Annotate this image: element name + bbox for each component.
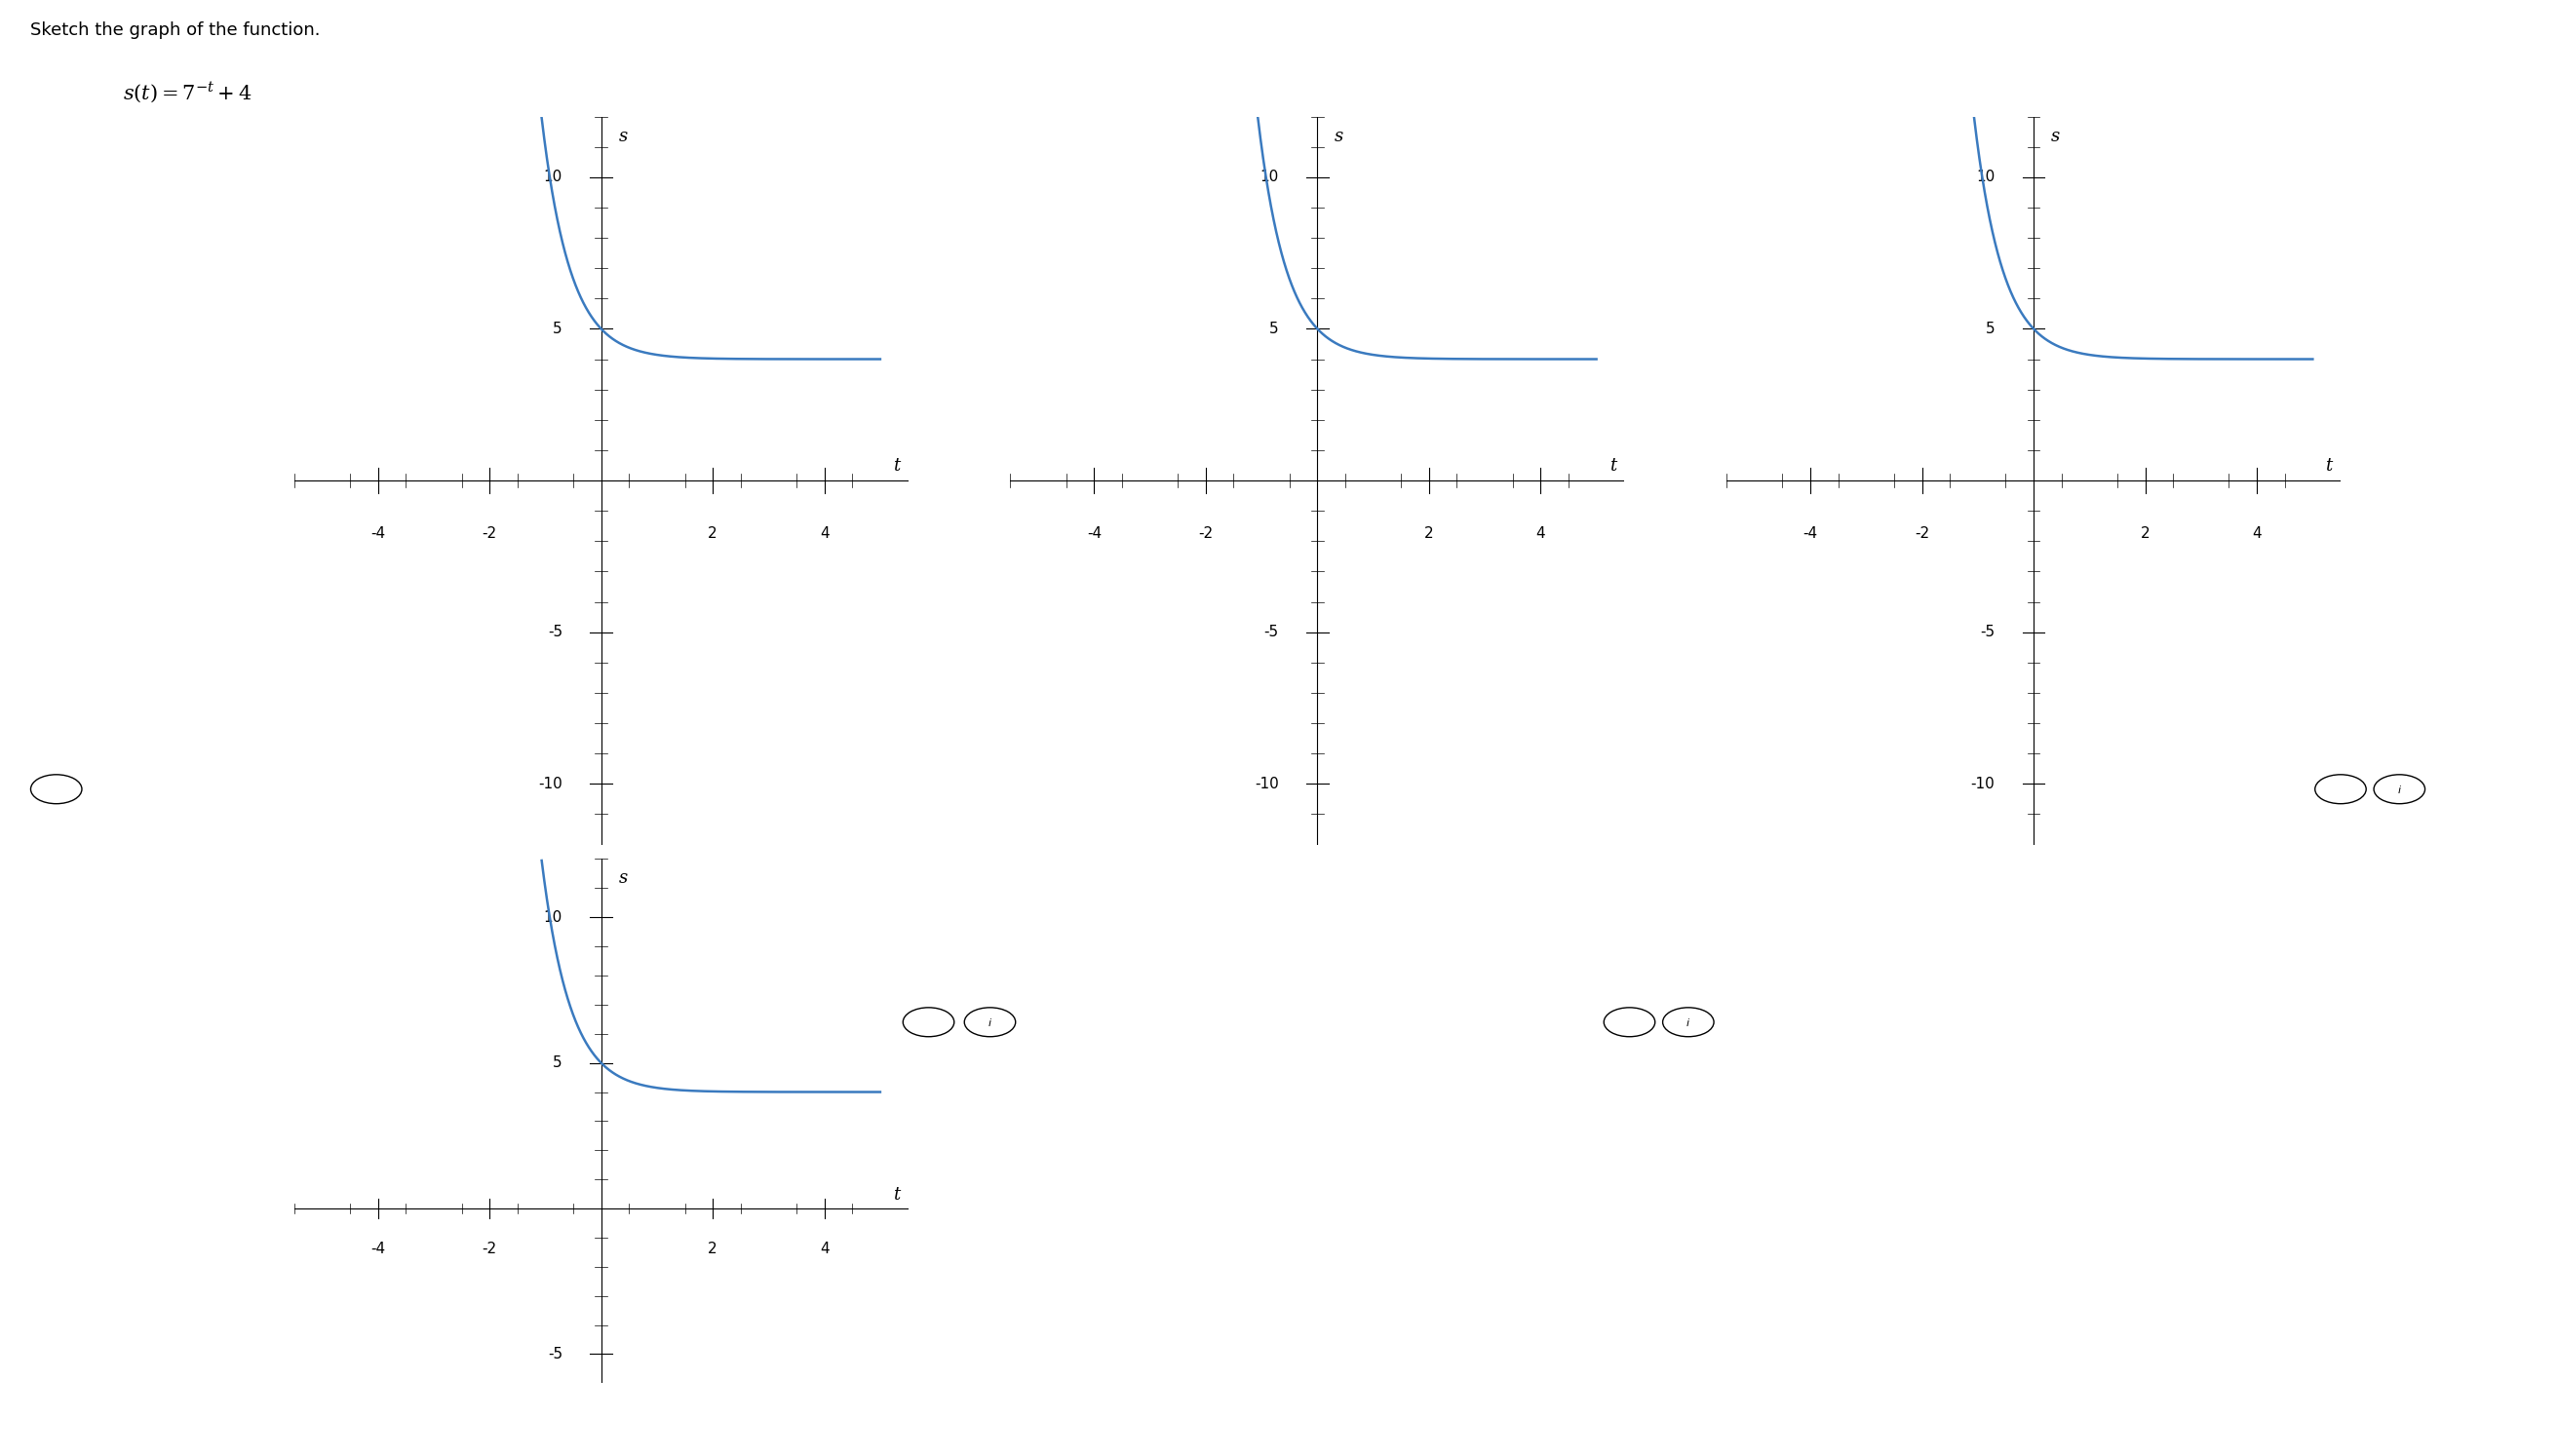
Text: 2: 2 <box>709 1242 716 1257</box>
Text: $s$: $s$ <box>616 128 629 146</box>
Text: $s(t) = 7^{-t} + 4$: $s(t) = 7^{-t} + 4$ <box>123 80 253 103</box>
Text: $t$: $t$ <box>1609 457 1619 475</box>
Text: 4: 4 <box>2251 527 2261 542</box>
Text: -4: -4 <box>1087 527 1102 542</box>
Text: -5: -5 <box>1264 625 1279 639</box>
Text: 4: 4 <box>819 527 829 542</box>
Text: -10: -10 <box>1970 776 1995 791</box>
Text: $t$: $t$ <box>893 457 903 475</box>
Text: -2: -2 <box>1913 527 1929 542</box>
Text: 2: 2 <box>2141 527 2149 542</box>
Text: $t$: $t$ <box>893 1185 903 1203</box>
Text: 5: 5 <box>553 322 563 336</box>
Text: $s$: $s$ <box>1333 128 1346 146</box>
Text: $s$: $s$ <box>616 869 629 887</box>
Text: 10: 10 <box>545 910 563 925</box>
Text: -2: -2 <box>1197 527 1212 542</box>
Text: $i$: $i$ <box>987 1016 993 1028</box>
Text: Sketch the graph of the function.: Sketch the graph of the function. <box>31 22 320 39</box>
Text: 4: 4 <box>1535 527 1545 542</box>
Text: -4: -4 <box>1803 527 1819 542</box>
Text: 10: 10 <box>1977 170 1995 185</box>
Text: -10: -10 <box>537 776 563 791</box>
Text: -4: -4 <box>371 1242 386 1257</box>
Text: 2: 2 <box>709 527 716 542</box>
Text: 5: 5 <box>1985 322 1995 336</box>
Text: 5: 5 <box>1269 322 1279 336</box>
Text: -2: -2 <box>481 1242 496 1257</box>
Text: -5: -5 <box>547 1347 563 1361</box>
Text: -5: -5 <box>547 625 563 639</box>
Text: 10: 10 <box>1261 170 1279 185</box>
Text: $i$: $i$ <box>2397 783 2402 795</box>
Text: $t$: $t$ <box>2325 457 2335 475</box>
Text: -10: -10 <box>1253 776 1279 791</box>
Text: -5: -5 <box>1980 625 1995 639</box>
Text: $s$: $s$ <box>2049 128 2062 146</box>
Text: -4: -4 <box>371 527 386 542</box>
Text: 10: 10 <box>545 170 563 185</box>
Text: 4: 4 <box>819 1242 829 1257</box>
Text: 2: 2 <box>1425 527 1432 542</box>
Text: $i$: $i$ <box>1686 1016 1691 1028</box>
Text: 5: 5 <box>553 1056 563 1070</box>
Text: -2: -2 <box>481 527 496 542</box>
